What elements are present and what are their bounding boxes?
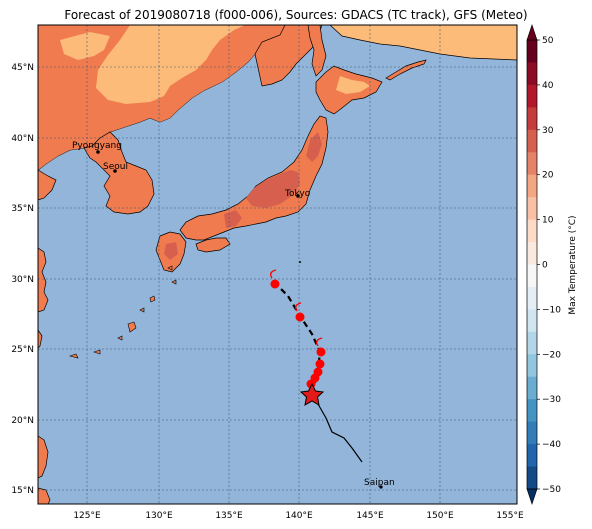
tc-current-position-star	[299, 382, 325, 406]
land-sakhalin	[307, 25, 327, 77]
lon-label: 135°E	[215, 511, 243, 521]
land-russia-warm	[329, 25, 517, 61]
colorbar-band	[527, 174, 537, 198]
colorbar-tick-label: 0	[542, 261, 548, 271]
colorbar: 50 40 30 20 10 0 −10 −20 −30 −40 −50 Max Temperatu…	[526, 24, 578, 505]
land-honshu-hot	[246, 170, 300, 208]
colorbar-band	[527, 219, 537, 243]
land-saipan	[379, 485, 383, 489]
lon-labels: 125°E 130°E 135°E 140°E 145°E 150°E 155°…	[73, 511, 524, 521]
colorbar-tick-label: −40	[542, 440, 561, 450]
city-dot-pyongyang	[96, 150, 100, 154]
colorbar-band	[527, 376, 537, 400]
colorbar-tick-label: −50	[542, 485, 561, 495]
city-label-saipan: Saipan	[364, 478, 395, 488]
lat-label: 30°N	[11, 275, 34, 285]
land-honshu-hot-3	[224, 210, 242, 228]
colorbar-tick-label: 10	[542, 216, 554, 226]
colorbar-tick-label: 40	[542, 81, 554, 91]
land-hokkaido-warm	[336, 76, 370, 94]
colorbar-tick-label: 50	[542, 36, 554, 46]
lat-label: 20°N	[11, 416, 34, 426]
colorbar-band	[527, 466, 537, 490]
map-title: Forecast of 2019080718 (f000-006), Sourc…	[64, 8, 528, 22]
colorbar-band	[527, 331, 537, 355]
colorbar-tick-label: −10	[542, 305, 561, 315]
colorbar-band	[527, 152, 537, 176]
lon-label: 145°E	[356, 511, 384, 521]
colorbar-band	[527, 444, 537, 468]
colorbar-label: Max Temperature (°C)	[568, 215, 578, 314]
colorbar-tick-label: −20	[542, 350, 561, 360]
lon-label: 125°E	[73, 511, 101, 521]
colorbar-min-triangle	[526, 488, 538, 505]
land-kurils	[385, 59, 427, 81]
city-dot-tokyo	[296, 194, 300, 198]
colorbar-band	[527, 62, 537, 86]
colorbar-band	[527, 84, 537, 108]
land-shikoku	[195, 237, 231, 253]
colorbar-tick-label: 20	[542, 171, 554, 181]
lon-label: 130°E	[145, 511, 173, 521]
colorbar-band	[527, 129, 537, 153]
colorbar-tick-label: 30	[542, 126, 554, 136]
colorbar-band	[527, 107, 537, 131]
colorbar-tick-label: −30	[542, 395, 561, 405]
lat-label: 40°N	[11, 134, 34, 144]
land-kyushu-hot	[164, 242, 178, 260]
land-china-coast-2	[38, 329, 43, 349]
land-china-south	[38, 169, 57, 201]
lon-label: 150°E	[426, 511, 454, 521]
city-label-pyongyang: Pyongyang	[72, 141, 122, 151]
city-label-seoul: Seoul	[103, 162, 128, 172]
lat-label: 25°N	[11, 345, 34, 355]
colorbar-ticks: 50 40 30 20 10 0 −10 −20 −30 −40 −50	[537, 36, 561, 495]
map-frame	[37, 24, 518, 505]
land-ryukyu	[68, 265, 177, 359]
lon-label: 155°E	[496, 511, 524, 521]
colorbar-max-triangle	[526, 24, 538, 41]
lat-labels: 45°N 40°N 35°N 30°N 25°N 20°N 15°N	[11, 63, 34, 496]
colorbar-band	[527, 197, 537, 221]
city-label-tokyo: Tokyo	[284, 189, 311, 199]
lat-label: 15°N	[11, 486, 34, 496]
lat-label: 45°N	[11, 63, 34, 73]
lat-label: 35°N	[11, 204, 34, 214]
colorbar-band	[527, 421, 537, 445]
colorbar-bands	[527, 40, 537, 490]
colorbar-band	[527, 242, 537, 265]
colorbar-band	[527, 264, 537, 288]
land-luzon	[38, 487, 51, 504]
colorbar-band	[527, 399, 537, 423]
city-dot-seoul	[113, 169, 117, 173]
colorbar-band	[527, 40, 537, 63]
land-honshu	[179, 115, 329, 241]
land-honshu-hot-2	[306, 132, 322, 162]
colorbar-band	[527, 354, 537, 378]
land-taiwan	[38, 435, 49, 479]
colorbar-band	[527, 286, 537, 310]
colorbar-band	[527, 309, 537, 333]
land-warm-patch	[60, 32, 110, 60]
land-china-hot	[38, 25, 285, 170]
land-small-island	[299, 261, 301, 263]
land-korea	[83, 131, 155, 215]
lon-label: 140°E	[285, 511, 313, 521]
land-china-coast	[38, 247, 49, 313]
